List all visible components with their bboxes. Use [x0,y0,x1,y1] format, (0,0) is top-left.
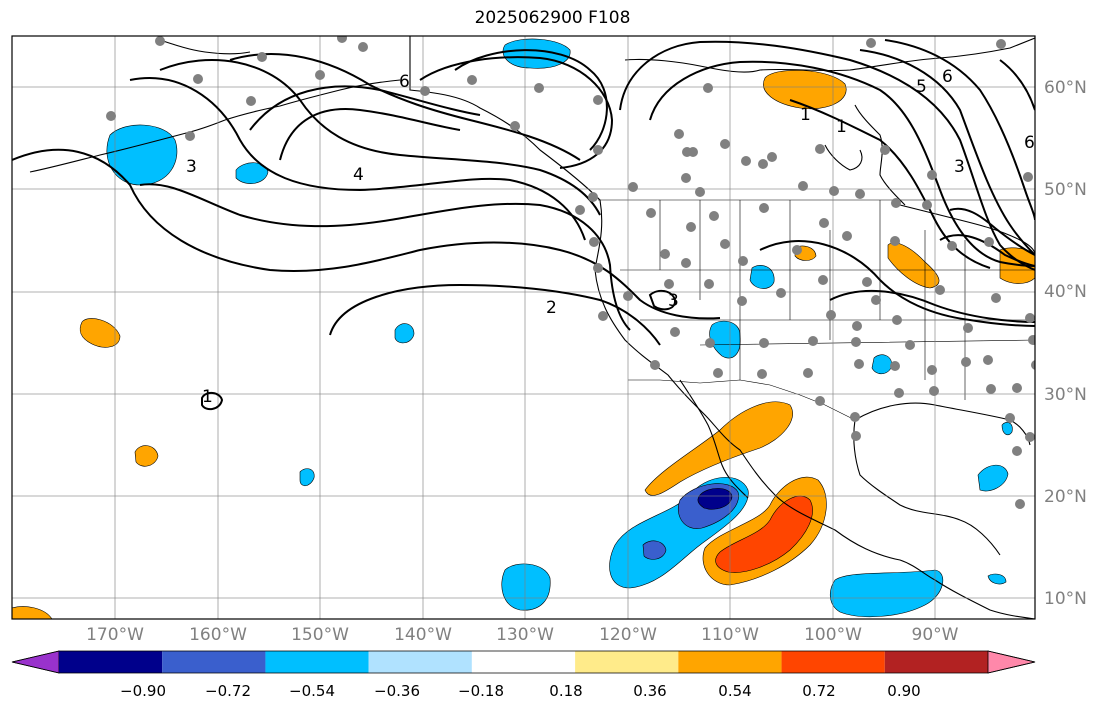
neg-patch-colorado [749,265,775,289]
contour-label: 1 [836,117,847,137]
lat-tick: 20°N [1044,487,1087,507]
colorbar-label: −0.36 [374,682,420,700]
contour-label: 1 [800,105,811,125]
colorbar-label: −0.54 [289,682,335,700]
colorbar-label: 0.18 [549,682,583,700]
lon-tick: 140°W [394,625,452,645]
neg-patch-florida [1001,422,1013,436]
map-title: 2025062900 F108 [474,8,631,28]
neg-patch-central-am [830,569,944,618]
contour-lines [12,39,1035,411]
contour-label: 6 [1024,133,1035,153]
colorbar-swatch [678,651,782,673]
contour-label: 5 [916,77,927,97]
plot-area [12,36,1035,619]
neg-patch-bering [106,124,178,186]
neg-patch-yucatan [987,573,1007,585]
shaded-fields [12,38,1035,619]
lon-tick: 90°W [911,625,959,645]
lat-tick: 60°N [1044,78,1087,98]
plot-frame [11,35,1036,620]
station-dots [106,36,1035,509]
pos-patch-bottom-left [12,606,53,619]
lon-tick: 170°W [86,625,144,645]
colorbar-label: 0.90 [887,682,921,700]
colorbar-label: 0.36 [633,682,667,700]
colorbar-swatch [575,651,679,673]
pos-patch-gulf-calif [644,401,793,496]
lon-tick: 120°W [599,625,657,645]
lat-tick: 30°N [1044,385,1087,405]
colorbar-swatch [59,651,163,673]
colorbar-swatch [265,651,369,673]
contour-label: 6 [942,67,953,87]
lat-tick: 50°N [1044,180,1087,200]
lat-tick: 10°N [1044,589,1087,609]
pos-patch-mexico-inner [715,495,813,573]
contour-label: 6 [399,72,410,92]
neg-patch-caribbean [977,464,1009,492]
pos-patch-lakes [887,242,940,289]
lon-tick: 160°W [189,625,247,645]
colorbar [11,650,1036,674]
contour-labels: 6 6 5 6 4 3 3 2 1 1 3 1 [186,67,1035,407]
colorbar-swatch [471,651,576,673]
lon-tick: 100°W [804,625,862,645]
neg-patch-baja-small [642,540,667,560]
pos-patch-pacific-west [79,318,121,348]
coastlines [29,36,1035,619]
lon-tick: 130°W [496,625,554,645]
colorbar-label: 0.54 [718,682,752,700]
political-borders [598,199,1035,421]
colorbar-label: 0.72 [802,682,836,700]
colorbar-swatch [162,651,266,673]
colorbar-outline [11,650,1036,674]
colorbar-label: −0.90 [120,682,166,700]
colorbar-label: −0.72 [205,682,251,700]
lon-tick: 150°W [291,625,349,645]
colorbar-swatch [884,651,988,673]
contour-label: 1 [202,387,213,407]
pos-patch-canada [763,70,847,110]
contour-label: 3 [186,157,197,177]
neg-patch-texas [871,354,893,375]
colorbar-label: −0.18 [458,682,504,700]
contour-label: 2 [546,298,557,318]
colorbar-extend-max [987,650,1036,674]
contour-label: 4 [353,165,364,185]
contour-label: 3 [668,291,679,311]
neg-patch-baja-deep [697,488,733,510]
lat-tick: 40°N [1044,282,1087,302]
neg-patch-pac-south [501,563,551,611]
pos-patch-pac-small [134,445,159,467]
colorbar-swatch [781,651,885,673]
neg-patch-hawaii [299,468,315,487]
neg-patch-pac-1 [394,323,415,344]
colorbar-extend-min [11,650,60,674]
neg-patch-gulf-alaska [235,162,269,184]
contour-label: 3 [954,157,965,177]
colorbar-swatch [368,651,472,673]
lon-tick: 110°W [701,625,759,645]
